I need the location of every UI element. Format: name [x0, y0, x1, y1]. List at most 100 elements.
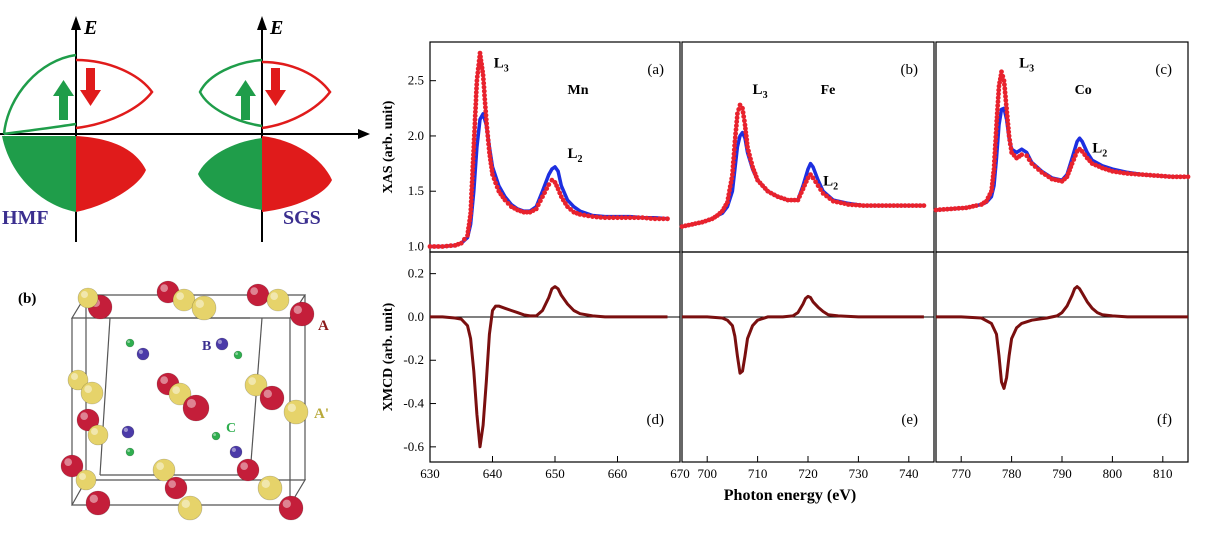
data-point-11: [465, 229, 471, 235]
data-point-51: [474, 74, 480, 80]
data-point-84: [818, 187, 823, 193]
data-point-83: [815, 183, 821, 189]
data-point-112: [921, 203, 927, 209]
data-point-62: [480, 69, 485, 74]
data-point-39: [995, 103, 1001, 108]
data-point-31: [732, 139, 738, 144]
data-point-107: [1117, 170, 1123, 175]
data-point-144: [660, 216, 666, 222]
data-point-78: [1039, 170, 1045, 175]
atom-highlight-9: [84, 385, 92, 393]
data-point-114: [1144, 172, 1149, 178]
atom-a-prime-19: [75, 469, 97, 491]
sgs-spin-down-band-outline: [261, 60, 332, 130]
data-point-55: [1003, 98, 1009, 103]
hmf-energy-axis-arrowhead: [71, 16, 81, 30]
data-point-63: [480, 72, 486, 78]
data-point-140: [644, 215, 650, 221]
data-point-43: [473, 105, 478, 111]
panel-label: (a): [647, 62, 664, 78]
data-point-91: [842, 201, 847, 207]
data-point-37: [734, 115, 740, 121]
data-point-89: [491, 176, 497, 182]
data-point-75: [798, 190, 804, 196]
data-point-16: [725, 199, 730, 205]
data-point-79: [485, 137, 491, 143]
data-point-96: [1082, 152, 1088, 158]
atom-highlight-18: [64, 458, 72, 466]
data-point-80: [808, 172, 813, 178]
data-point-116: [1151, 173, 1157, 178]
data-point-30: [993, 138, 998, 144]
data-point-37: [472, 129, 477, 134]
sgs-dos: E SGS: [198, 16, 332, 242]
data-point-50: [744, 140, 750, 146]
data-point-125: [1185, 174, 1191, 180]
data-point-120: [565, 204, 570, 210]
data-point-111: [917, 203, 923, 209]
data-point-53: [747, 152, 752, 158]
data-point-47: [473, 90, 479, 95]
atom-highlight-28: [217, 339, 222, 344]
data-point-62: [1006, 125, 1011, 131]
data-point-92: [845, 202, 851, 207]
data-point-57: [477, 50, 483, 56]
data-point-91: [1071, 157, 1077, 162]
data-point-44: [996, 83, 1002, 89]
atom-highlight-34: [213, 433, 217, 436]
data-point-95: [857, 202, 863, 208]
data-point-24: [730, 168, 736, 173]
data-point-86: [824, 193, 829, 199]
data-point-130: [602, 215, 608, 221]
site-b-label: B: [202, 339, 211, 354]
data-point-60: [1005, 117, 1010, 123]
hmf-label: HMF: [2, 207, 49, 229]
chart-panel-b: L3 L2 Fe (b): [679, 41, 935, 253]
data-point-117: [1155, 173, 1161, 179]
data-point-105: [533, 206, 539, 212]
site-a-prime-label: A': [314, 406, 329, 422]
data-point-1: [431, 244, 437, 249]
data-point-23: [469, 183, 475, 189]
data-point-48: [474, 86, 479, 91]
data-point-121: [568, 207, 573, 212]
atom-a-prime-17: [283, 399, 309, 425]
data-point-46: [743, 126, 748, 131]
sgs-energy-label: E: [269, 17, 283, 39]
atom-b-29: [121, 425, 135, 439]
data-point-133: [615, 215, 620, 221]
data-point-79: [1042, 172, 1048, 178]
dos-axis-arrowhead-right: [358, 129, 370, 139]
atom-a-26: [278, 495, 304, 521]
chart-panel-f: 770 780 790 800 810 (f): [935, 251, 1189, 481]
data-point-74: [1026, 157, 1032, 163]
edge-label: L3: [1019, 55, 1034, 74]
data-point-89: [834, 199, 840, 205]
data-point-85: [488, 161, 494, 167]
data-point-29: [992, 142, 998, 148]
data-point-47: [743, 129, 749, 135]
data-point-41: [740, 105, 745, 111]
data-point-78: [803, 179, 809, 185]
sgs-spin-down-arrow-icon: [265, 68, 286, 106]
atom-b-27: [136, 347, 150, 361]
edge-label: L2: [1092, 141, 1107, 160]
data-point-26: [730, 159, 736, 165]
atom-highlight-17: [287, 403, 296, 412]
data-point-42: [473, 109, 478, 115]
data-point-87: [489, 168, 495, 174]
data-point-74: [797, 194, 802, 199]
atom-a-16: [259, 385, 285, 411]
plot-frame: [935, 251, 1189, 463]
data-point-19: [989, 181, 995, 187]
y-axis-label: XAS (arb. unit): [381, 100, 396, 193]
data-point-23: [991, 166, 997, 172]
atom-highlight-29: [123, 427, 128, 432]
data-point-21: [990, 174, 996, 179]
data-point-32: [993, 130, 999, 136]
hmf-spin-down-arrow-icon: [80, 68, 101, 106]
chart-panel-d: 0.2 0.0 -0.2 -0.4 -0.6 XMCD (arb. unit) 630 640…: [381, 251, 690, 481]
data-point-61: [1005, 121, 1011, 127]
data-point-91: [494, 184, 500, 190]
atom-highlight-16: [263, 389, 272, 398]
